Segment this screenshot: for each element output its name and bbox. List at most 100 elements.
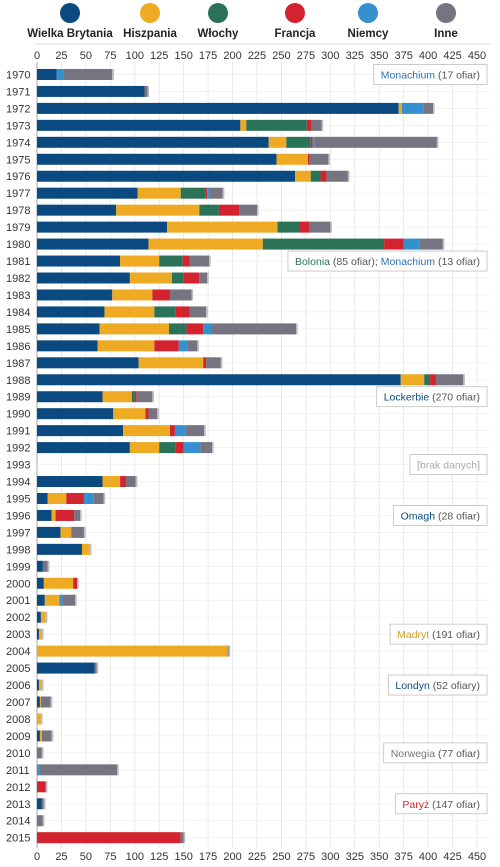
bar-1978-1 [37,204,117,216]
bars [37,68,465,844]
bar-1978-6 [239,204,257,216]
bar-end-2014 [42,815,45,827]
bar-end-1997 [83,526,86,538]
year-label-1982: 1982 [6,273,30,285]
bar-1995-5 [83,492,94,504]
tick-top-100: 100 [126,50,144,62]
bar-1994-2 [102,476,121,488]
tick-bottom-100: 100 [126,851,144,863]
legend-swatch-2 [140,3,160,23]
bar-1989-4 [134,391,137,403]
bar-2008-2 [37,713,41,725]
bar-end-1999 [47,560,50,572]
bar-1988-1 [37,374,401,386]
bar-2009-2 [39,730,42,742]
bar-2011-5 [37,764,40,776]
bar-1975-2 [276,153,308,165]
year-label-1990: 1990 [6,409,30,421]
bar-1991-5 [174,425,186,437]
bar-1986-6 [187,340,198,352]
bar-1973-3 [246,119,307,131]
bar-1988-2 [400,374,425,386]
bar-1985-4 [186,323,204,335]
tick-bottom-150: 150 [174,851,192,863]
tick-bottom-325: 325 [346,851,364,863]
bar-end-2009 [51,730,54,742]
annotation-9: Paryż (147 ofiar) [402,799,480,811]
bar-1978-4 [218,204,240,216]
bar-end-2004 [228,645,231,657]
bar-end-1986 [197,340,199,352]
year-label-2004: 2004 [6,646,30,658]
bar-1979-3 [277,221,301,233]
bar-1986-1 [37,340,98,352]
bar-1989-3 [131,391,135,403]
annotation-part: [brak danych] [417,460,480,472]
year-axis: 1970 1971 1972 1973 1974 1975 1976 1977 1978 1979… [6,69,30,844]
bar-1981-2 [120,255,160,267]
tick-bottom-375: 375 [394,851,412,863]
bar-1980-1 [37,238,149,250]
bar-end-1990 [157,408,159,420]
tick-top-450: 450 [468,50,486,62]
bar-2000-4 [73,577,78,589]
annotation-part: (85 ofiar); [330,256,381,268]
bar-end-2005 [96,662,99,674]
bar-end-1976 [347,170,350,182]
bar-1995-1 [37,492,48,504]
tick-top-400: 400 [419,50,437,62]
annotation-box-1 [373,64,488,85]
bar-1985-3 [169,323,187,335]
bar-1978-3 [199,204,219,216]
tick-bottom-200: 200 [223,851,241,863]
bar-1974-5 [312,136,315,148]
bar-2012-4 [37,781,46,793]
annotation-part: (77 ofiar) [435,748,480,760]
year-label-2015: 2015 [6,833,30,845]
annotation-part: Monachium [381,69,436,81]
tick-top-50: 50 [80,50,92,62]
year-label-2003: 2003 [6,629,30,641]
bar-1972-6 [423,102,433,114]
bar-1985-6 [212,323,297,335]
bar-2009-1 [37,730,40,742]
bar-end-2008 [40,713,43,725]
bar-2005-1 [37,662,95,674]
year-label-1971: 1971 [6,86,30,98]
annotation-part: (191 ofiar) [429,629,480,641]
bar-1973-2 [240,119,247,131]
bar-2007-2 [39,696,41,708]
bar-1992-4 [175,442,184,454]
annotation-box-3 [376,386,488,408]
bar-2001-1 [37,594,45,606]
annotation-7: Londyn (52 ofiary) [395,680,480,692]
tick-top-375: 375 [394,50,412,62]
bar-2004-6 [227,645,229,657]
bar-1971-6 [144,85,148,97]
bar-2007-1 [37,696,40,708]
bar-1979-2 [167,221,278,233]
annotation-part: (17 ofiar) [435,69,480,81]
legend: Wielka Brytania Hiszpania Włochy Francja Nie… [0,0,500,48]
bar-1972-1 [37,102,399,114]
bar-1992-6 [200,442,213,454]
bar-1983-6 [169,289,192,301]
annotation-part: Madryt [397,629,429,641]
bar-1999-6 [42,560,48,572]
tick-top-350: 350 [370,50,388,62]
year-label-1987: 1987 [6,358,30,370]
bar-1984-6 [189,306,207,318]
annotation-part: Bolonia [295,256,330,268]
year-label-1988: 1988 [6,375,30,387]
tick-bottom-125: 125 [150,851,168,863]
annotation-part: (13 ofiar) [435,256,480,268]
bar-1980-6 [419,238,443,250]
bar-1988-4 [430,374,436,386]
bar-1987-4 [203,357,207,369]
bar-1985-2 [99,323,169,335]
bar-1982-1 [37,272,130,284]
bar-1973-1 [37,119,241,131]
bar-end-2010 [41,747,44,759]
bar-1983-4 [152,289,170,301]
bar-end-1991 [204,425,206,437]
